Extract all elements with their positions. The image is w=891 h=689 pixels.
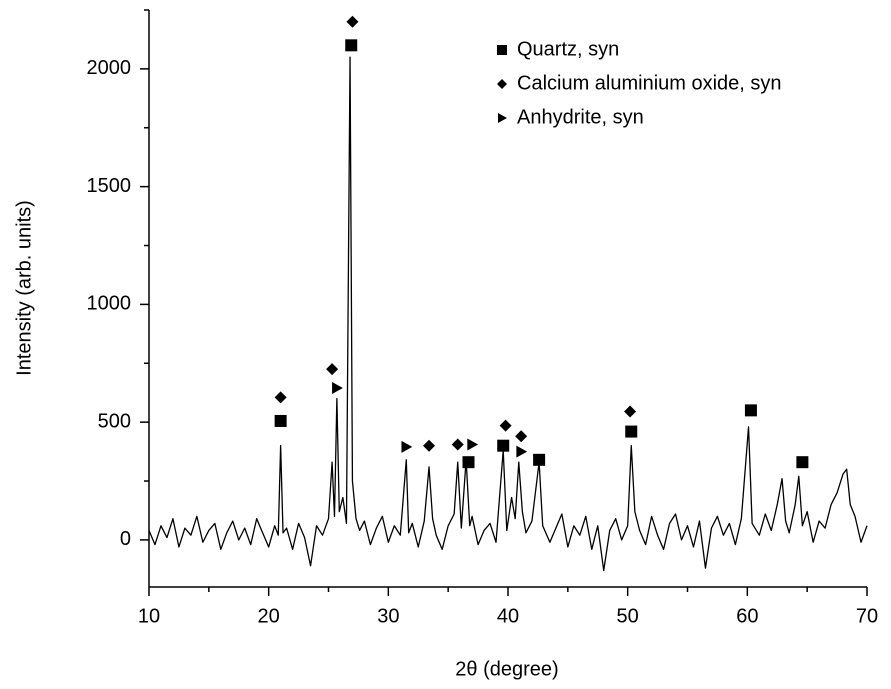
phase-marker	[625, 425, 638, 438]
y-tick-label: 2000	[87, 57, 132, 79]
x-tick-label: 50	[617, 605, 639, 627]
y-tick-label: 1500	[87, 175, 132, 197]
y-axis-label: Intensity (arb. units)	[13, 200, 35, 376]
pattern-line	[148, 56, 868, 572]
y-tick-label: 0	[120, 528, 131, 550]
legend-symbol	[497, 79, 507, 89]
phase-marker	[497, 439, 510, 452]
legend-label: Anhydrite, syn	[517, 106, 644, 128]
phase-marker	[346, 15, 359, 28]
legend-symbol	[497, 45, 507, 55]
phase-marker	[796, 456, 809, 469]
legend-label: Quartz, syn	[517, 38, 619, 60]
phase-marker	[624, 405, 637, 418]
phase-marker	[499, 419, 512, 432]
phase-marker	[274, 391, 287, 404]
phase-marker	[467, 438, 479, 451]
x-tick-label: 40	[497, 605, 519, 627]
legend-label: Calcium aluminium oxide, syn	[517, 72, 782, 94]
x-tick-label: 10	[138, 605, 160, 627]
x-tick-label: 20	[258, 605, 280, 627]
x-tick-label: 70	[856, 605, 878, 627]
phase-marker	[451, 438, 464, 451]
y-tick-label: 1000	[87, 293, 132, 315]
x-axis-label: 2θ (degree)	[455, 658, 558, 680]
phase-marker	[326, 363, 339, 376]
phase-marker	[462, 456, 475, 469]
phase-marker	[516, 445, 528, 458]
phase-marker	[274, 414, 287, 427]
phase-marker	[345, 39, 358, 52]
phase-marker	[533, 453, 546, 466]
phase-marker	[332, 381, 343, 394]
phase-marker	[744, 404, 757, 417]
x-tick-label: 30	[377, 605, 399, 627]
phase-marker	[401, 440, 413, 453]
phase-marker	[423, 439, 436, 452]
phase-marker	[515, 430, 528, 443]
legend-symbol	[498, 113, 507, 123]
y-tick-label: 500	[98, 410, 131, 432]
x-tick-label: 60	[736, 605, 758, 627]
